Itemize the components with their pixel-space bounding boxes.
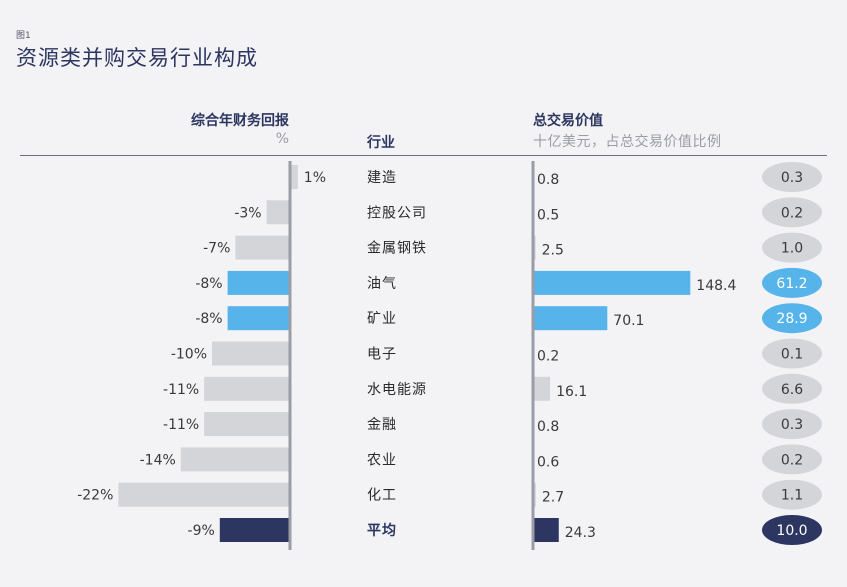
share-badge	[762, 267, 822, 298]
deal-value-label: 0.6	[537, 454, 559, 470]
share-label: 0.3	[781, 417, 803, 433]
share-label: 10.0	[776, 523, 807, 539]
share-label: 1.0	[781, 241, 803, 257]
return-label: -14%	[140, 452, 176, 468]
share-badge	[762, 303, 822, 334]
return-label: -22%	[77, 488, 113, 504]
industry-column-title: 行业	[367, 135, 395, 151]
return-label: -10%	[171, 347, 207, 363]
share-badge	[762, 197, 822, 228]
share-badge	[762, 515, 822, 545]
return-bar	[266, 200, 290, 225]
return-bar	[180, 447, 290, 472]
share-badge	[762, 409, 822, 440]
industry-label: 建造	[367, 170, 397, 186]
industry-label: 农业	[367, 452, 397, 468]
share-label: 0.3	[781, 170, 803, 186]
share-label: 61.2	[776, 276, 807, 292]
share-badge	[762, 232, 822, 263]
deal-value-label: 0.5	[537, 207, 559, 223]
deal-value-bar	[533, 518, 559, 542]
share-label: 0.1	[781, 347, 803, 363]
return-bar	[227, 306, 290, 331]
return-label: 1%	[304, 170, 326, 186]
return-bar	[118, 482, 291, 507]
return-bar	[227, 270, 290, 295]
share-label: 1.1	[781, 488, 803, 504]
share-badge	[762, 479, 822, 510]
industry-label: 金融	[367, 417, 397, 433]
industry-label: 矿业	[367, 311, 397, 327]
return-bar	[204, 376, 290, 401]
deal-value-label: 0.8	[537, 419, 559, 435]
return-bar	[212, 341, 290, 366]
industry-label: 油气	[367, 276, 397, 292]
left-column-unit: %	[275, 131, 289, 147]
deal-value-label: 2.5	[542, 243, 564, 259]
industry-label: 金属钢铁	[367, 241, 427, 257]
share-badge	[762, 373, 822, 404]
industry-label: 电子	[367, 347, 397, 363]
deal-value-bar	[533, 376, 551, 401]
industry-label: 水电能源	[367, 382, 427, 398]
return-label: -11%	[163, 417, 199, 433]
chart-title: 资源类并购交易行业构成	[16, 46, 258, 70]
share-badge	[762, 444, 822, 475]
return-bar	[204, 412, 290, 437]
return-axis-line	[288, 161, 292, 550]
return-bar	[219, 518, 290, 542]
header-divider	[20, 155, 827, 156]
left-column-title: 综合年财务回报	[191, 113, 289, 129]
share-badge	[762, 338, 822, 369]
share-label: 0.2	[781, 452, 803, 468]
share-label: 28.9	[776, 311, 807, 327]
share-label: 6.6	[781, 382, 803, 398]
deal-value-label: 148.4	[696, 278, 736, 294]
industry-label: 化工	[367, 488, 397, 504]
deal-value-label: 0.2	[537, 349, 559, 365]
deal-value-label: 24.3	[565, 525, 596, 541]
deal-value-bar	[533, 306, 608, 331]
return-label: -8%	[195, 311, 222, 327]
return-label: -8%	[195, 276, 222, 292]
figure-tag: 图1	[16, 31, 31, 41]
share-label: 0.2	[781, 205, 803, 221]
return-label: -3%	[234, 205, 261, 221]
deal-value-label: 0.8	[537, 172, 559, 188]
deal-value-label: 2.7	[542, 490, 564, 506]
return-label: -7%	[203, 241, 230, 257]
industry-label: 平均	[367, 522, 397, 539]
industry-label: 控股公司	[367, 205, 427, 221]
return-label: -11%	[163, 382, 199, 398]
return-label: -9%	[188, 523, 215, 539]
right-column-title: 总交易价值	[533, 113, 603, 129]
share-badge	[762, 162, 822, 192]
deal-value-bar	[533, 270, 691, 295]
right-column-unit: 十亿美元，占总交易价值比例	[533, 134, 722, 150]
return-bar	[290, 165, 298, 189]
deal-value-axis-line	[531, 161, 535, 550]
deal-value-label: 16.1	[556, 384, 587, 400]
deal-value-label: 70.1	[613, 313, 644, 329]
return-bar	[235, 235, 290, 260]
